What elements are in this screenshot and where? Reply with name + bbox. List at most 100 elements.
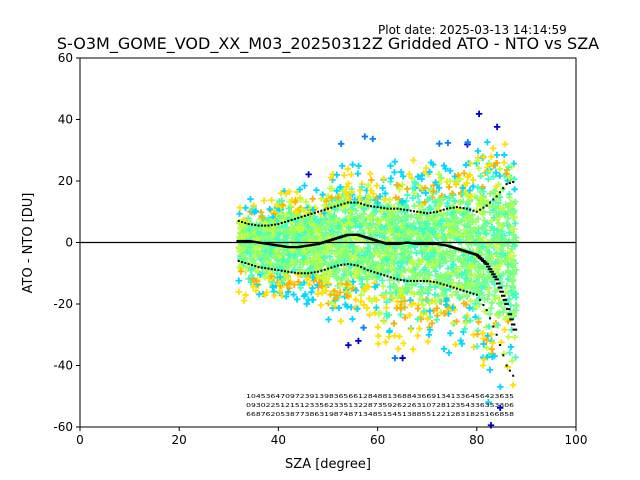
data-point xyxy=(322,226,330,233)
data-point xyxy=(507,249,514,256)
data-point xyxy=(493,159,501,167)
data-point xyxy=(374,323,382,331)
percentile-line-marker xyxy=(247,263,250,266)
chart-title: S-O3M_GOME_VOD_XX_M03_20250312Z Gridded … xyxy=(56,34,600,53)
percentile-line-marker xyxy=(386,275,389,278)
data-point xyxy=(235,288,243,296)
data-point xyxy=(496,194,504,201)
data-point xyxy=(383,298,390,306)
data-point xyxy=(494,286,501,293)
data-point xyxy=(313,264,321,271)
data-point xyxy=(496,404,504,411)
data-point xyxy=(427,205,434,212)
data-point xyxy=(465,221,472,229)
data-point xyxy=(432,298,440,305)
data-point xyxy=(405,228,413,235)
percentile-line-marker xyxy=(439,209,442,212)
data-point xyxy=(449,190,456,197)
data-point xyxy=(387,162,394,170)
data-point xyxy=(325,192,332,200)
percentile-line-marker xyxy=(317,210,320,213)
percentile-line-marker xyxy=(455,287,458,290)
y-tick-label: 0 xyxy=(65,236,73,250)
data-point xyxy=(389,294,397,301)
data-point xyxy=(475,294,483,302)
data-point xyxy=(507,208,515,215)
data-point xyxy=(321,209,328,217)
data-point xyxy=(399,173,407,180)
data-point xyxy=(460,300,468,307)
data-point xyxy=(340,271,348,278)
data-point xyxy=(403,185,411,193)
data-point xyxy=(422,189,429,197)
data-point xyxy=(331,287,338,295)
percentile-line-marker xyxy=(446,284,449,287)
data-point xyxy=(260,197,268,204)
data-point xyxy=(262,247,269,255)
data-point xyxy=(480,226,488,234)
data-point xyxy=(486,310,494,317)
x-axis-ticks: 0 20 40 60 80 100 xyxy=(76,427,587,447)
percentile-line-marker xyxy=(323,268,326,271)
data-point xyxy=(440,345,448,353)
data-point xyxy=(344,192,351,200)
data-point xyxy=(391,158,399,165)
data-point xyxy=(443,258,450,265)
data-point xyxy=(483,276,490,283)
data-point xyxy=(465,257,472,264)
percentile-line-marker xyxy=(274,223,277,226)
data-point xyxy=(407,326,415,333)
data-point xyxy=(435,282,442,289)
data-point xyxy=(412,180,419,188)
data-point xyxy=(319,191,326,198)
data-point xyxy=(303,276,311,283)
y-tick-label: 40 xyxy=(58,113,73,127)
data-point xyxy=(302,268,310,275)
data-point xyxy=(386,327,393,335)
data-point xyxy=(295,223,302,231)
data-point xyxy=(267,220,274,227)
data-point xyxy=(493,211,501,218)
data-point xyxy=(306,238,313,245)
data-point xyxy=(407,297,414,304)
data-point xyxy=(351,244,358,251)
data-point xyxy=(330,220,337,227)
data-point xyxy=(399,199,406,206)
data-point xyxy=(458,217,465,225)
data-point xyxy=(365,181,372,189)
data-point xyxy=(508,202,516,209)
data-point xyxy=(322,287,330,295)
data-point xyxy=(361,252,369,259)
data-point xyxy=(509,381,517,389)
data-point xyxy=(293,296,301,303)
percentile-line-marker xyxy=(505,364,508,367)
data-point xyxy=(475,165,482,172)
data-point xyxy=(267,250,274,257)
data-point xyxy=(449,208,457,215)
percentile-line-marker xyxy=(244,262,247,264)
percentile-line-marker xyxy=(459,288,462,291)
percentile-line-marker xyxy=(267,267,270,270)
median-line-marker xyxy=(476,255,481,258)
data-point xyxy=(436,263,444,270)
data-point xyxy=(284,288,292,296)
data-point xyxy=(318,195,325,202)
data-point xyxy=(410,157,417,164)
data-point xyxy=(445,183,453,191)
data-point xyxy=(489,339,496,347)
percentile-line-marker xyxy=(313,271,316,274)
data-point xyxy=(469,176,477,184)
data-point xyxy=(474,215,482,222)
data-point xyxy=(248,272,255,279)
data-point xyxy=(339,252,346,259)
data-point xyxy=(354,170,362,177)
data-point xyxy=(386,276,393,284)
median-line-marker xyxy=(497,286,503,289)
data-point xyxy=(506,229,513,237)
percentile-line-marker xyxy=(264,224,267,227)
data-point xyxy=(463,271,471,278)
data-point xyxy=(513,301,520,309)
data-point xyxy=(357,298,365,305)
data-point xyxy=(306,281,313,288)
data-point xyxy=(426,286,433,294)
